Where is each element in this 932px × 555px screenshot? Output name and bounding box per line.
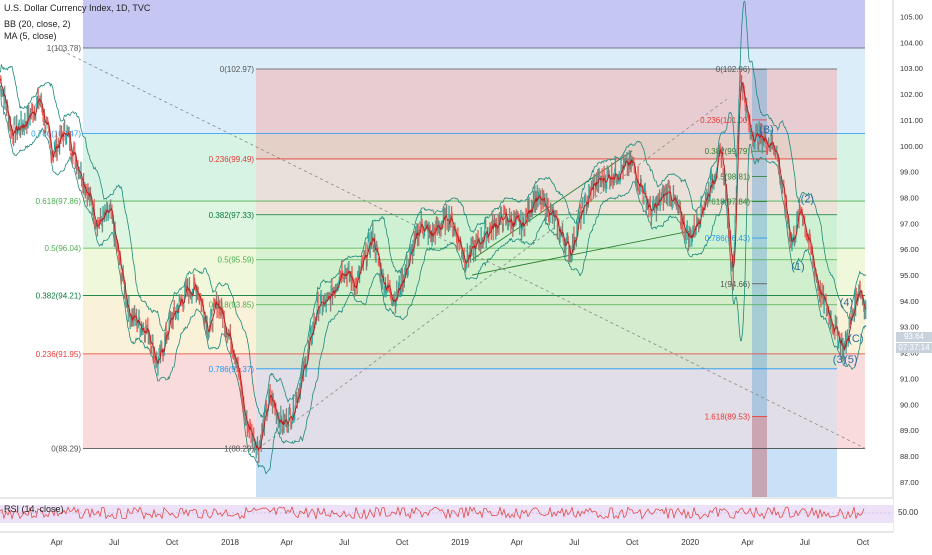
wave-label: (B)	[759, 124, 774, 136]
fib-mid-label: 0.382(97.33)	[209, 211, 255, 220]
time-tick-label: Apr	[741, 538, 754, 547]
ma-indicator-label[interactable]: MA (5, close)	[4, 31, 57, 41]
fib-right-label: 0.382(99.79)	[705, 147, 751, 156]
price-tick-label: 100.00	[900, 142, 923, 151]
fib-mid-label: 0.5(95.59)	[218, 256, 255, 265]
bollinger-upper-band	[0, 0, 867, 418]
price-tick-label: 97.00	[900, 219, 919, 228]
time-tick-label: Oct	[166, 538, 179, 547]
price-tick-label: 91.00	[900, 374, 919, 383]
rsi-indicator-label[interactable]: RSI (14, close)	[4, 504, 64, 514]
time-tick-label: 2018	[221, 538, 239, 547]
wave-label: (1)	[791, 261, 804, 273]
fib-mid-label: 1(88.29)	[224, 444, 254, 453]
fib-left-label: 0.618(97.86)	[36, 197, 82, 206]
time-tick-label: Apr	[281, 538, 294, 547]
price-tick-label: 104.00	[900, 38, 923, 47]
bollinger-lower-band	[0, 85, 867, 475]
ma-line	[0, 78, 867, 452]
time-tick-label: Jul	[109, 538, 119, 547]
fib-left-label: 0.236(91.95)	[36, 350, 82, 359]
last-price-tag: 93.64	[896, 332, 932, 342]
wave-label: (C)	[848, 333, 863, 345]
channel-upper	[471, 150, 633, 260]
time-tick-label: Jul	[569, 538, 579, 547]
price-tick-label: 98.00	[900, 193, 919, 202]
fib-mid-zone	[256, 68, 837, 159]
fib-left-label: 0.382(94.21)	[36, 291, 82, 300]
fib-mid-label: 0.618(93.85)	[209, 301, 255, 310]
wave-label: (5)	[844, 354, 857, 366]
fib-mid-label: 0.786(91.37)	[209, 365, 255, 374]
fib-left-label: 0(88.29)	[51, 444, 81, 453]
price-tick-label: 101.00	[900, 116, 923, 125]
price-tick-label: 102.00	[900, 90, 923, 99]
time-tick-label: Jul	[339, 538, 349, 547]
time-tick-label: Jul	[800, 538, 810, 547]
wave-label: (4)	[840, 297, 853, 309]
fib-left-label: 1(103.78)	[47, 44, 82, 53]
fib-right-column-low	[752, 416, 767, 497]
channel-lower	[471, 230, 691, 276]
price-tick-label: 87.00	[900, 478, 919, 487]
rsi-level-tag: 50.00	[898, 508, 919, 517]
bb-indicator-label[interactable]: BB (20, close, 2)	[4, 19, 71, 29]
countdown-tag: 07:37:14	[896, 343, 932, 353]
fib-left-extension-zone	[83, 0, 865, 49]
fib-mid-zone	[256, 368, 837, 449]
fib-mid-label: 0(102.97)	[220, 65, 255, 74]
time-tick-label: Apr	[50, 538, 63, 547]
price-tick-label: 92.00	[900, 349, 919, 358]
fib-left-label: 0.5(96.04)	[45, 244, 82, 253]
price-tick-label: 93.00	[900, 323, 919, 332]
time-axis-bg	[0, 532, 893, 550]
price-tick-label: 96.00	[900, 245, 919, 254]
price-tick-label: 99.00	[900, 168, 919, 177]
price-tick-label: 94.00	[900, 297, 919, 306]
price-axis-bg	[893, 0, 932, 550]
fib-right-label: 1.618(89.53)	[705, 412, 751, 421]
time-tick-label: Oct	[857, 538, 870, 547]
price-tick-label: 89.00	[900, 426, 919, 435]
fib-right-label: 0.786(96.43)	[705, 234, 751, 243]
price-tick-label: 88.00	[900, 452, 919, 461]
rsi-line	[0, 505, 865, 520]
fib-mid-base-zone	[256, 448, 837, 497]
price-tick-label: 90.00	[900, 400, 919, 409]
price-tick-label: 105.00	[900, 13, 923, 22]
dashed-trend-up	[258, 98, 727, 449]
fib-right-label: 0(102.96)	[716, 65, 751, 74]
fib-right-label: 0.236(101.00)	[700, 116, 750, 125]
chart-title: U.S. Dollar Currency Index, 1D, TVC	[4, 3, 151, 13]
price-tick-label: 103.00	[900, 64, 923, 73]
time-tick-label: Oct	[626, 538, 639, 547]
wave-label: (3)	[833, 354, 846, 366]
price-tick-label: 95.00	[900, 271, 919, 280]
fib-mid-zone	[256, 304, 837, 369]
time-tick-label: 2019	[451, 538, 469, 547]
fib-mid-zone	[256, 214, 837, 260]
wave-label: (2)	[801, 194, 814, 206]
fib-mid-label: 0.236(99.49)	[209, 155, 255, 164]
fib-right-label: 1(94.66)	[720, 280, 750, 289]
time-tick-label: Apr	[511, 538, 524, 547]
time-tick-label: 2020	[681, 538, 699, 547]
fib-right-label: 0.5(98.81)	[714, 173, 751, 182]
time-tick-label: Oct	[396, 538, 409, 547]
